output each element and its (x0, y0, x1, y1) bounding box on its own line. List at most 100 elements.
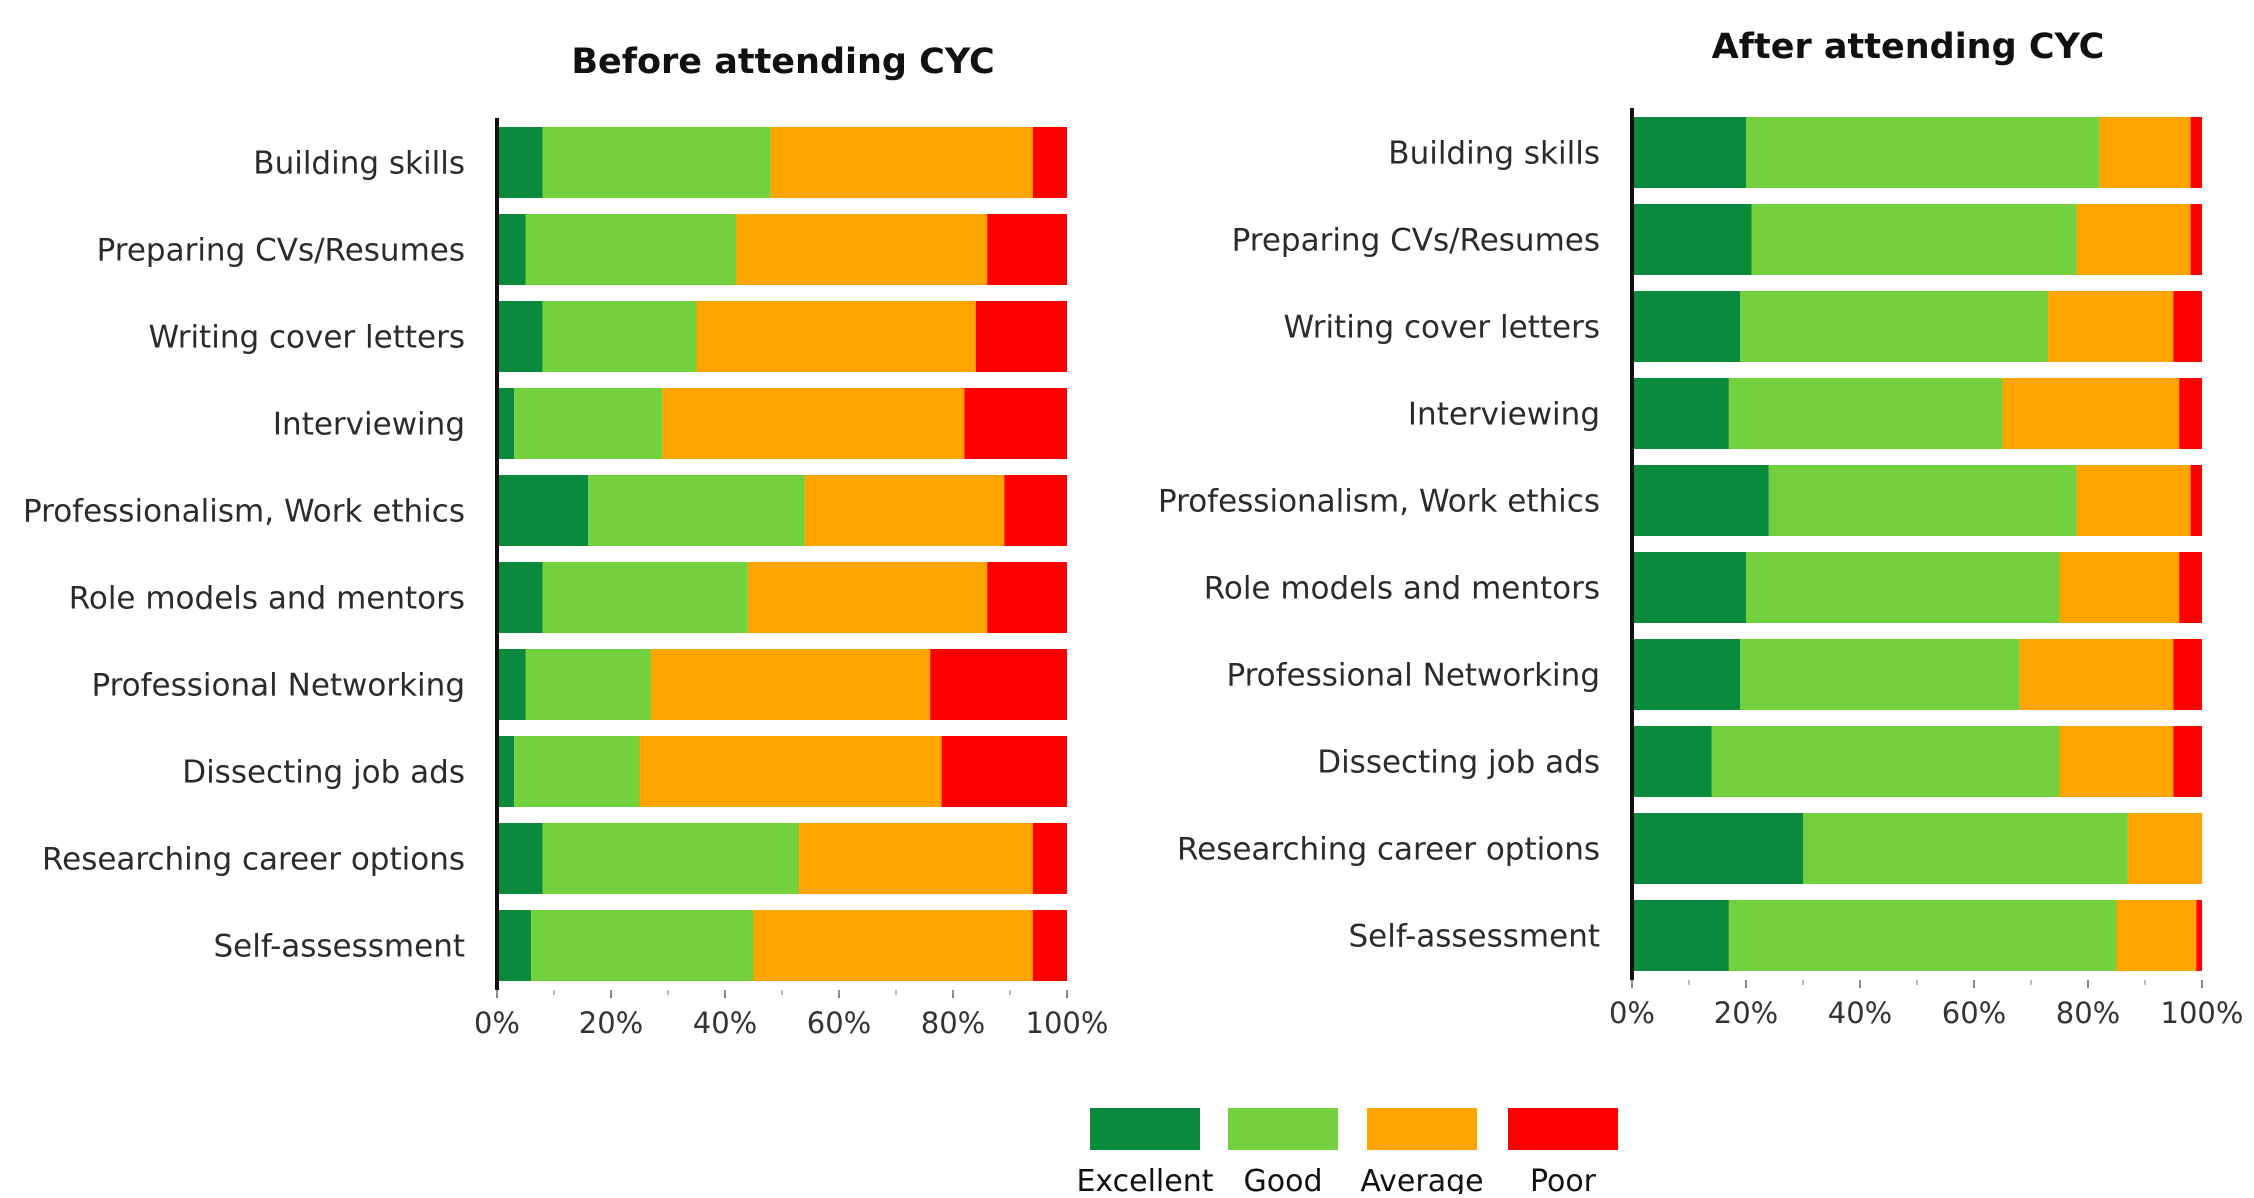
category-label-building-skills: Building skills (253, 146, 465, 182)
bar-segment-poor-writing-cover-letters (2173, 291, 2202, 362)
bar-segment-excellent-preparing-cvs-resumes (1632, 204, 1752, 275)
bar-segment-excellent-professionalism-work-ethics (497, 475, 589, 546)
bar-segment-excellent-role-models-and-mentors (497, 562, 543, 633)
legend-swatch-excellent (1090, 1108, 1200, 1150)
bar-segment-poor-interviewing (964, 388, 1067, 459)
x-tick-label: 80% (921, 1006, 985, 1040)
bar-segment-good-interviewing (1728, 378, 2003, 449)
bar-segment-average-building-skills (770, 127, 1033, 198)
bar-segment-excellent-dissecting-job-ads (1632, 726, 1712, 797)
bar-segment-poor-building-skills (1032, 127, 1067, 198)
x-tick-label: 40% (693, 1006, 757, 1040)
bar-segment-poor-preparing-cvs-resumes (2190, 204, 2202, 275)
bar-segment-good-professional-networking (1740, 639, 2020, 710)
category-label-role-models-and-mentors: Role models and mentors (1204, 571, 1600, 607)
bar-segment-poor-dissecting-job-ads (941, 736, 1067, 807)
bar-segment-average-role-models-and-mentors (2059, 552, 2180, 623)
chart-title: After attending CYC (1712, 27, 2105, 67)
bar-segment-good-dissecting-job-ads (514, 736, 640, 807)
bar-segment-poor-self-assessment (1032, 910, 1067, 981)
x-tick-label: 0% (474, 1006, 520, 1040)
legend: Excellent Good Average Poor (1076, 1108, 1618, 1198)
bar-segment-good-professionalism-work-ethics (1768, 465, 2077, 536)
bar-segment-good-preparing-cvs-resumes (1751, 204, 2077, 275)
chart-after-attending: After attending CYC Building skills Prepar… (1158, 27, 2243, 1030)
bar-segment-excellent-writing-cover-letters (497, 301, 543, 372)
bar-segment-good-role-models-and-mentors (1746, 552, 2060, 623)
category-label-writing-cover-letters: Writing cover letters (1283, 310, 1600, 346)
bar-segment-average-dissecting-job-ads (639, 736, 942, 807)
bar-segment-excellent-interviewing (1632, 378, 1729, 449)
bar-segment-excellent-building-skills (497, 127, 543, 198)
bar-segment-excellent-writing-cover-letters (1632, 291, 1741, 362)
bar-segment-good-researching-career-options (1803, 813, 2128, 884)
bar-segment-average-writing-cover-letters (696, 301, 976, 372)
bar-segment-excellent-professionalism-work-ethics (1632, 465, 1769, 536)
legend-label-average: Average (1360, 1164, 1483, 1194)
bar-segment-average-preparing-cvs-resumes (736, 214, 988, 285)
x-tick-label: 100% (2161, 996, 2244, 1030)
bar-segment-good-dissecting-job-ads (1711, 726, 2060, 797)
legend-swatch-poor (1508, 1108, 1618, 1150)
category-label-writing-cover-letters: Writing cover letters (148, 320, 465, 356)
bar-segment-excellent-researching-career-options (497, 823, 543, 894)
chart-title: Before attending CYC (571, 42, 994, 82)
category-label-interviewing: Interviewing (1408, 397, 1600, 433)
bar-segment-excellent-dissecting-job-ads (497, 736, 515, 807)
category-label-dissecting-job-ads: Dissecting job ads (182, 755, 465, 791)
category-label-preparing-cvs-resumes: Preparing CVs/Resumes (1232, 223, 1600, 259)
category-label-self-assessment: Self-assessment (1348, 919, 1600, 955)
bar-segment-excellent-building-skills (1632, 117, 1746, 188)
bar-segment-average-researching-career-options (2127, 813, 2202, 884)
bar-segment-average-interviewing (662, 388, 965, 459)
bar-segment-average-writing-cover-letters (2048, 291, 2174, 362)
bar-segment-poor-researching-career-options (1032, 823, 1067, 894)
category-label-preparing-cvs-resumes: Preparing CVs/Resumes (97, 233, 465, 269)
bar-segment-poor-role-models-and-mentors (987, 562, 1067, 633)
bar-segment-excellent-preparing-cvs-resumes (497, 214, 526, 285)
bar-segment-excellent-professional-networking (497, 649, 526, 720)
bar-segment-poor-preparing-cvs-resumes (987, 214, 1067, 285)
bar-segment-good-self-assessment (1728, 900, 2117, 971)
bar-segment-excellent-researching-career-options (1632, 813, 1803, 884)
category-label-interviewing: Interviewing (273, 407, 465, 443)
bar-segment-poor-interviewing (2179, 378, 2202, 449)
bar-segment-good-building-skills (1746, 117, 2100, 188)
bar-segment-good-role-models-and-mentors (542, 562, 748, 633)
category-label-professionalism-work-ethics: Professionalism, Work ethics (23, 494, 465, 530)
bar-segment-poor-professionalism-work-ethics (2190, 465, 2202, 536)
bar-segment-average-professionalism-work-ethics (2076, 465, 2191, 536)
x-tick-label: 40% (1828, 996, 1892, 1030)
category-label-professionalism-work-ethics: Professionalism, Work ethics (1158, 484, 1600, 520)
bar-segment-good-preparing-cvs-resumes (525, 214, 737, 285)
bar-segment-good-self-assessment (531, 910, 754, 981)
legend-label-good: Good (1244, 1164, 1323, 1194)
bar-segment-average-self-assessment (753, 910, 1033, 981)
category-label-professional-networking: Professional Networking (91, 668, 465, 704)
bar-segment-good-professionalism-work-ethics (588, 475, 805, 546)
bar-segment-excellent-self-assessment (1632, 900, 1729, 971)
x-tick-label: 20% (1714, 996, 1778, 1030)
x-tick-label: 60% (1942, 996, 2006, 1030)
bar-segment-good-professional-networking (525, 649, 651, 720)
bar-segment-average-professionalism-work-ethics (804, 475, 1005, 546)
legend-swatch-average (1367, 1108, 1477, 1150)
legend-label-excellent: Excellent (1076, 1164, 1213, 1194)
bar-segment-poor-professional-networking (930, 649, 1067, 720)
bar-segment-poor-role-models-and-mentors (2179, 552, 2202, 623)
bar-segment-good-building-skills (542, 127, 771, 198)
category-label-researching-career-options: Researching career options (1177, 832, 1600, 868)
bar-segment-good-writing-cover-letters (542, 301, 697, 372)
bar-segment-excellent-interviewing (497, 388, 515, 459)
bar-segment-average-role-models-and-mentors (747, 562, 988, 633)
bar-segment-good-writing-cover-letters (1740, 291, 2049, 362)
category-label-role-models-and-mentors: Role models and mentors (69, 581, 465, 617)
bar-segment-average-researching-career-options (799, 823, 1033, 894)
legend-swatch-good (1228, 1108, 1338, 1150)
bar-segment-average-professional-networking (2019, 639, 2174, 710)
chart-before-attending: Before attending CYC Building skills Prepa… (23, 42, 1108, 1040)
bar-segment-excellent-professional-networking (1632, 639, 1741, 710)
category-label-dissecting-job-ads: Dissecting job ads (1317, 745, 1600, 781)
bar-segment-poor-dissecting-job-ads (2173, 726, 2202, 797)
